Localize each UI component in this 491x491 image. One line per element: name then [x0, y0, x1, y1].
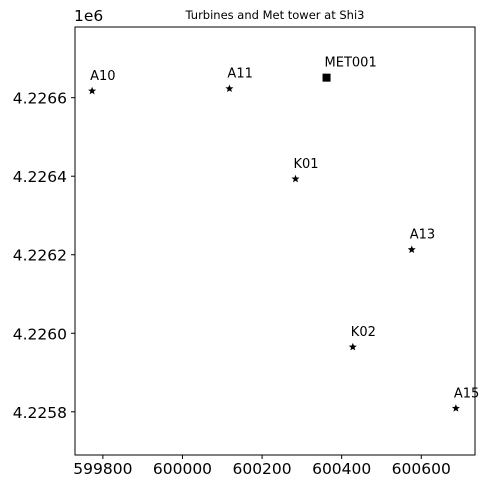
turbine-marker-a11 — [225, 84, 234, 93]
turbine-marker-k01 — [291, 174, 300, 183]
x-tick-label: 600200 — [232, 460, 291, 478]
y-tick-label: 4.2262 — [13, 247, 67, 265]
point-label-a11: A11 — [227, 67, 252, 82]
point-label-met001: MET001 — [325, 56, 377, 71]
y-tick-label: 4.2266 — [13, 90, 67, 108]
chart-title: Turbines and Met tower at Shi3 — [185, 8, 365, 22]
turbine-marker-a15 — [451, 404, 460, 412]
y-axis-offset-label: 1e6 — [74, 7, 103, 25]
turbine-marker-a13 — [407, 245, 416, 254]
x-tick-label: 599800 — [73, 460, 132, 478]
x-tick-label: 600400 — [312, 460, 371, 478]
turbine-marker-k02 — [348, 342, 357, 351]
point-label-a13: A13 — [410, 228, 435, 243]
y-tick-label: 4.2264 — [13, 168, 67, 186]
met-tower-marker-met001 — [322, 73, 331, 82]
plot-frame — [74, 26, 476, 456]
y-tick-label: 4.2260 — [13, 325, 67, 343]
point-label-a15: A15 — [454, 386, 479, 401]
x-tick-label: 600000 — [153, 460, 212, 478]
x-tick-label: 600600 — [392, 460, 451, 478]
chart-axes: 599800 600000 600200 600400 600600 4.2258 4.22… — [13, 26, 476, 478]
point-label-k01: K01 — [293, 157, 318, 172]
turbine-marker-a10 — [88, 86, 97, 95]
point-label-a10: A10 — [90, 69, 115, 84]
chart-marks: A10 A11 MET001 K01 A13 K02 A15 — [88, 56, 479, 412]
point-label-k02: K02 — [351, 325, 376, 340]
y-tick-label: 4.2258 — [13, 404, 67, 422]
